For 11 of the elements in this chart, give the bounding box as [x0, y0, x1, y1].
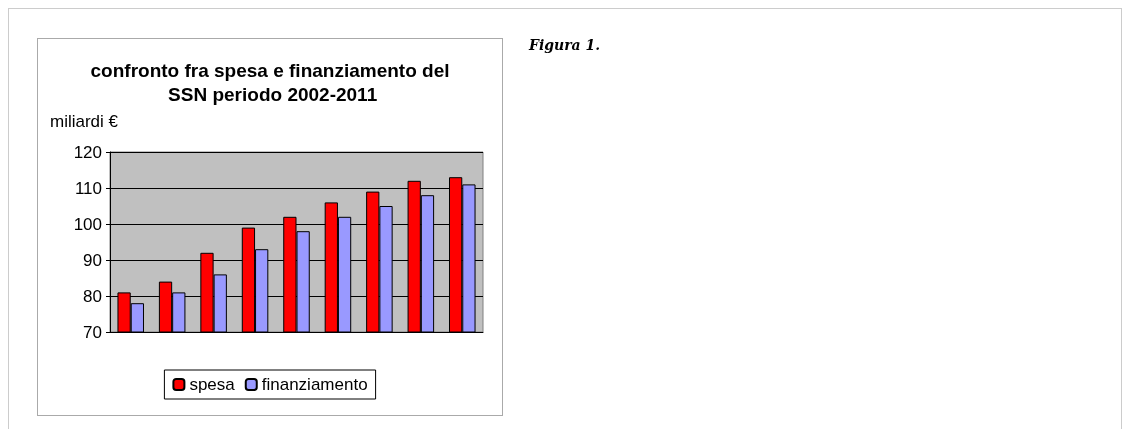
y-tick-label: 90 [83, 250, 102, 270]
y-tick-label: 80 [83, 286, 102, 306]
y-tick-label: 70 [83, 322, 102, 342]
text: Figura 1. [529, 37, 601, 53]
chart-title: confronto fra spesa e finanziamento del SSN periodo 2002-2011 [90, 59, 450, 105]
y-axis-title: miliardi € [50, 112, 119, 131]
legend-label: finanziamento [261, 375, 368, 394]
legend-label: spesa [189, 375, 236, 394]
y-tick-label: 110 [74, 178, 102, 198]
y-tick-label: 100 [73, 214, 102, 234]
y-tick-label: 120 [73, 142, 102, 162]
